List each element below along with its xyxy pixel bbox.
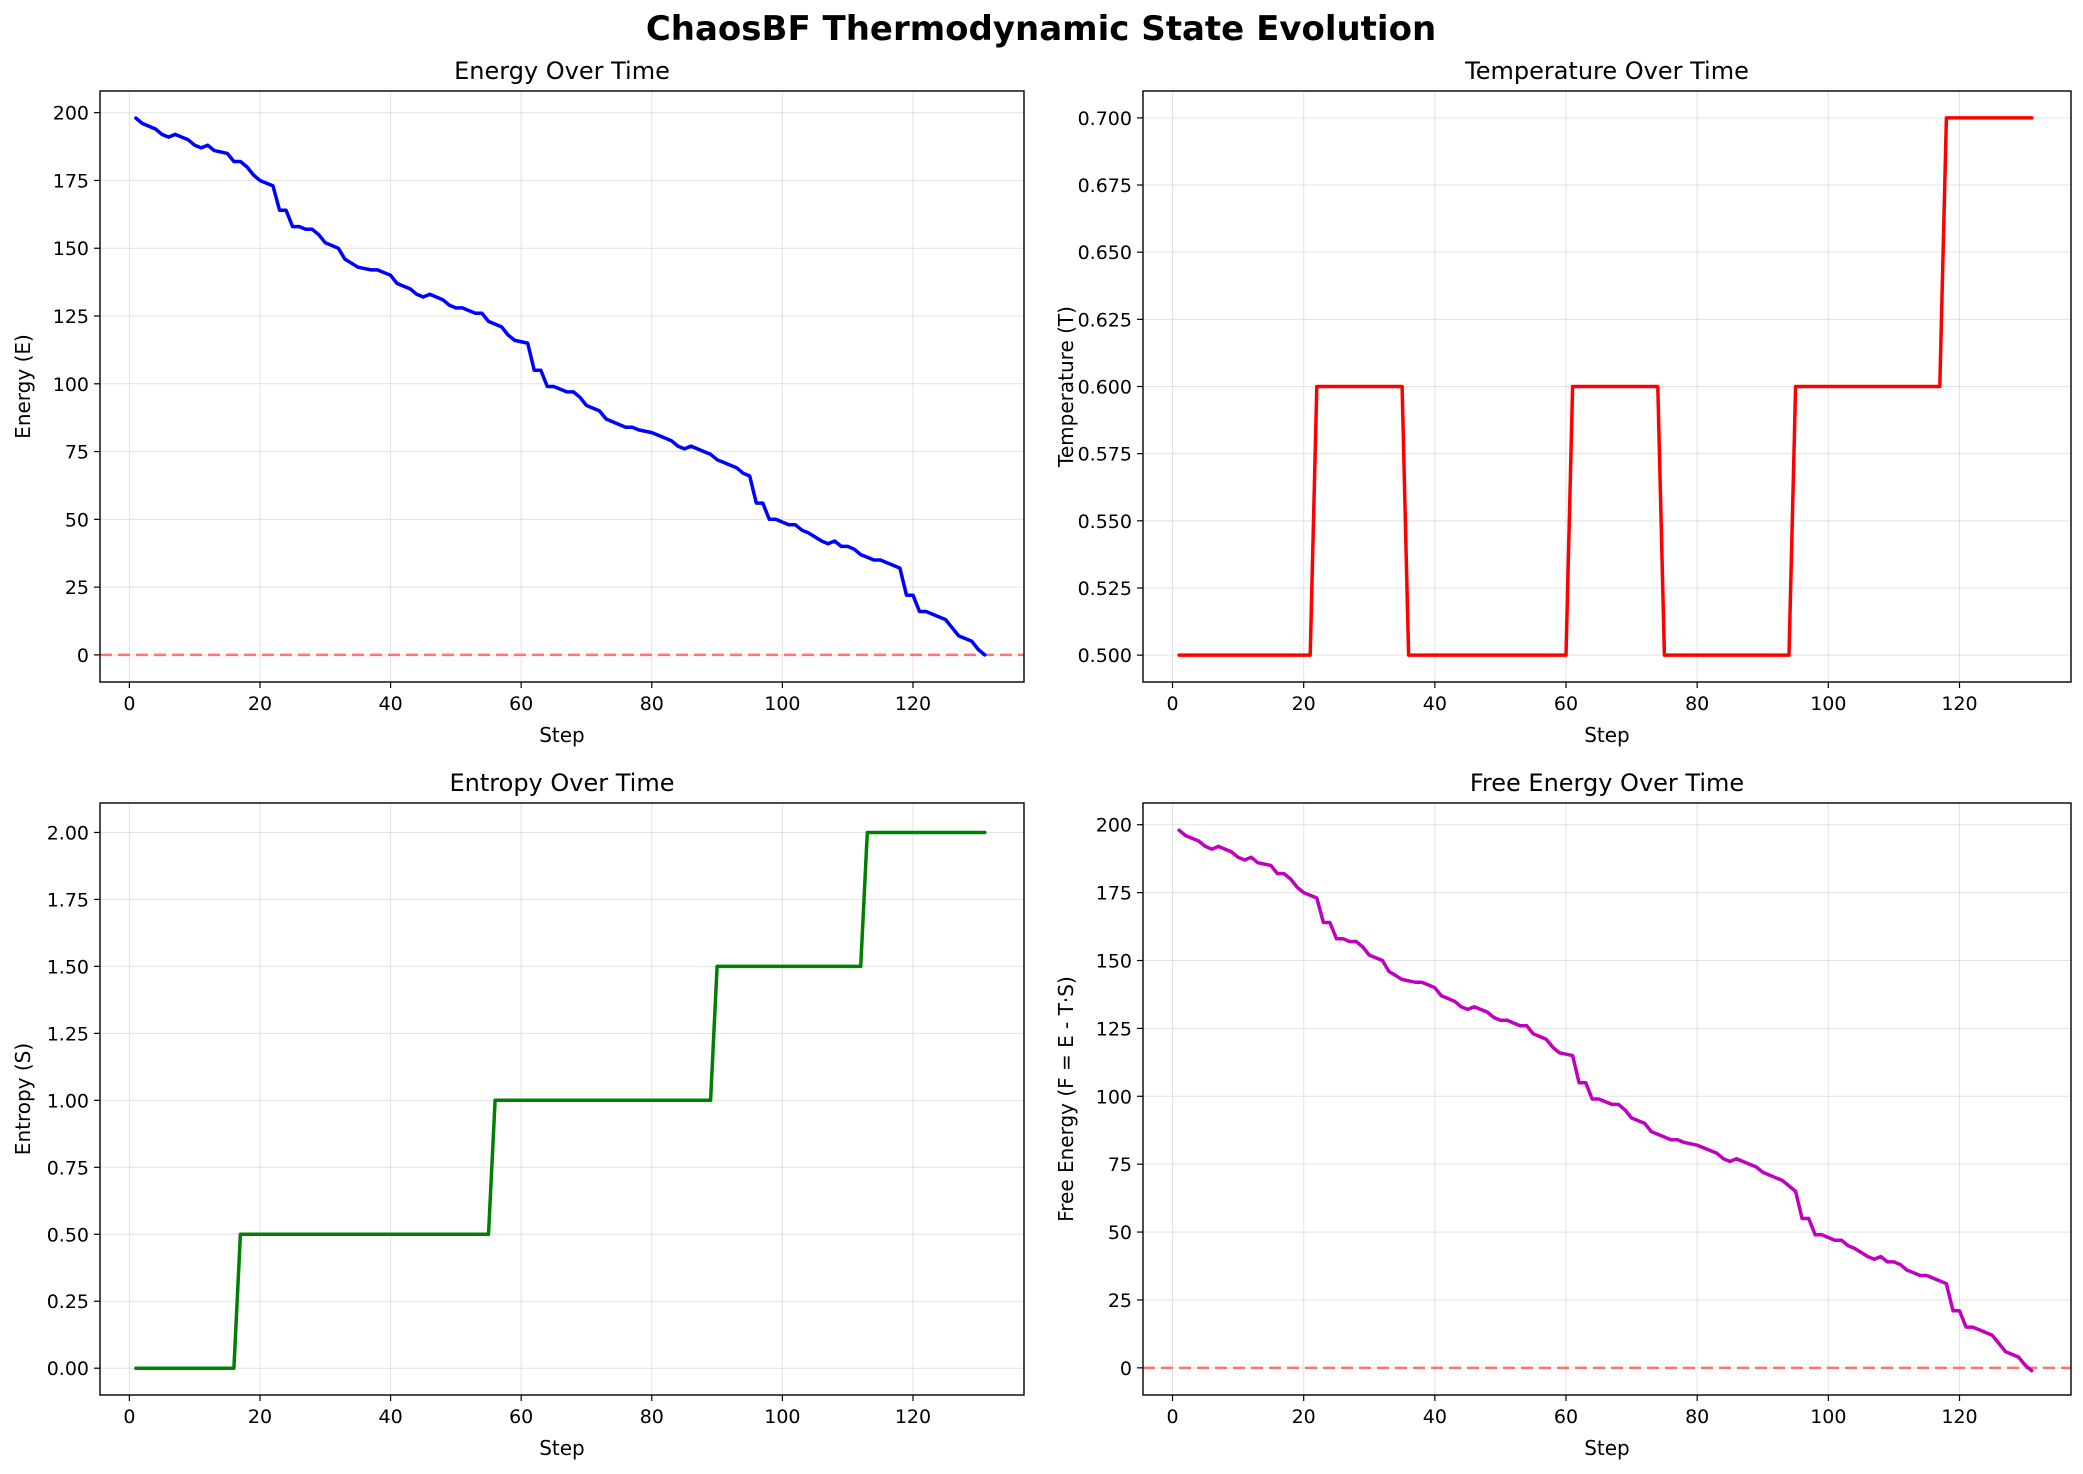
y-tick-label: 0.650 bbox=[1078, 242, 1132, 264]
y-tick-label: 0 bbox=[77, 645, 89, 667]
x-tick-label: 60 bbox=[1554, 1406, 1578, 1428]
x-tick-label: 60 bbox=[509, 1406, 533, 1428]
x-axis-label: Step bbox=[1584, 1436, 1630, 1460]
x-tick-label: 20 bbox=[248, 1406, 272, 1428]
y-tick-label: 0.525 bbox=[1078, 578, 1132, 600]
x-tick-label: 120 bbox=[1941, 693, 1977, 715]
y-tick-label: 150 bbox=[53, 238, 89, 260]
panel-entropy: 0 20 40 60 80 100 120 0.00 0.25 0.50 0.75 1.00 1.25 1… bbox=[11, 769, 1025, 1460]
x-tick-label: 0 bbox=[123, 1406, 135, 1428]
y-axis-label: Temperature (T) bbox=[1054, 306, 1078, 468]
y-tick-label: 50 bbox=[65, 509, 89, 531]
y-tick-label: 1.75 bbox=[47, 889, 89, 911]
y-tick-label: 0.700 bbox=[1078, 108, 1132, 130]
y-tick-label: 75 bbox=[1108, 1154, 1132, 1176]
x-tick-label: 120 bbox=[895, 1406, 931, 1428]
y-tick-label: 175 bbox=[1096, 883, 1132, 905]
panel-temperature: 0 20 40 60 80 100 120 0.500 0.525 0.550 0.575 0.600… bbox=[1054, 57, 2072, 747]
x-tick-label: 40 bbox=[1423, 693, 1447, 715]
y-tick-label: 25 bbox=[1108, 1290, 1132, 1312]
y-tick-label: 75 bbox=[65, 442, 89, 464]
y-tick-label: 50 bbox=[1108, 1222, 1132, 1244]
panel-title: Energy Over Time bbox=[454, 57, 670, 85]
y-tick-label: 0.600 bbox=[1078, 377, 1132, 399]
y-tick-label: 150 bbox=[1096, 951, 1132, 973]
x-tick-label: 0 bbox=[123, 693, 135, 715]
panel-title: Entropy Over Time bbox=[450, 769, 675, 797]
series-line bbox=[134, 116, 987, 657]
x-tick-label: 60 bbox=[1554, 693, 1578, 715]
y-tick-label: 1.25 bbox=[47, 1023, 89, 1045]
y-tick-label: 0.500 bbox=[1078, 645, 1132, 667]
x-tick-label: 20 bbox=[248, 693, 272, 715]
y-tick-label: 200 bbox=[1096, 815, 1132, 837]
y-axis-label: Energy (E) bbox=[11, 334, 35, 439]
y-tick-label: 0.675 bbox=[1078, 175, 1132, 197]
y-tick-label: 0.575 bbox=[1078, 444, 1132, 466]
y-tick-label: 0.550 bbox=[1078, 511, 1132, 533]
y-axis-label: Free Energy (F = E - T·S) bbox=[1054, 976, 1078, 1222]
x-axis-label: Step bbox=[539, 723, 585, 747]
x-tick-label: 60 bbox=[509, 693, 533, 715]
y-tick-label: 125 bbox=[1096, 1018, 1132, 1040]
x-tick-label: 80 bbox=[1685, 1406, 1709, 1428]
axes-frame bbox=[1142, 802, 2072, 1396]
y-tick-label: 0 bbox=[1120, 1358, 1132, 1380]
x-tick-label: 40 bbox=[378, 693, 402, 715]
panel-free-energy: 0 20 40 60 80 100 120 0 25 50 75 100 125 150 175 200 Fre… bbox=[1054, 769, 2072, 1460]
x-tick-label: 100 bbox=[1810, 1406, 1846, 1428]
x-tick-label: 0 bbox=[1166, 693, 1178, 715]
y-tick-label: 2.00 bbox=[47, 822, 89, 844]
series-line bbox=[134, 830, 987, 1370]
x-tick-label: 0 bbox=[1166, 1406, 1178, 1428]
x-tick-label: 80 bbox=[640, 1406, 664, 1428]
x-tick-label: 120 bbox=[895, 693, 931, 715]
y-tick-label: 100 bbox=[53, 374, 89, 396]
x-tick-label: 120 bbox=[1941, 1406, 1977, 1428]
x-tick-label: 80 bbox=[1685, 693, 1709, 715]
y-tick-label: 0.75 bbox=[47, 1157, 89, 1179]
y-tick-label: 1.50 bbox=[47, 956, 89, 978]
y-tick-label: 100 bbox=[1096, 1086, 1132, 1108]
x-axis-label: Step bbox=[1584, 723, 1630, 747]
x-tick-label: 40 bbox=[1423, 1406, 1447, 1428]
axes-frame bbox=[99, 802, 1025, 1396]
y-tick-label: 25 bbox=[65, 577, 89, 599]
axes-frame bbox=[99, 90, 1025, 683]
panel-energy: 0 20 40 60 80 100 120 0 25 50 75 100 125 150 175 200 Ene… bbox=[11, 57, 1025, 747]
x-tick-label: 100 bbox=[764, 1406, 800, 1428]
x-tick-label: 80 bbox=[640, 693, 664, 715]
figure-title: ChaosBF Thermodynamic State Evolution bbox=[646, 9, 1436, 49]
y-tick-label: 0.625 bbox=[1078, 309, 1132, 331]
y-tick-label: 0.00 bbox=[47, 1358, 89, 1380]
panel-title: Temperature Over Time bbox=[1464, 57, 1749, 85]
series-line bbox=[1177, 116, 2034, 657]
y-tick-label: 200 bbox=[53, 103, 89, 125]
x-axis-label: Step bbox=[539, 1436, 585, 1460]
y-tick-label: 0.50 bbox=[47, 1224, 89, 1246]
y-tick-label: 0.25 bbox=[47, 1291, 89, 1313]
y-tick-label: 175 bbox=[53, 170, 89, 192]
panel-title: Free Energy Over Time bbox=[1470, 769, 1744, 797]
x-tick-label: 100 bbox=[764, 693, 800, 715]
x-tick-label: 40 bbox=[378, 1406, 402, 1428]
series-line bbox=[1177, 828, 2034, 1373]
y-tick-label: 125 bbox=[53, 306, 89, 328]
x-tick-label: 100 bbox=[1810, 693, 1846, 715]
y-axis-label: Entropy (S) bbox=[11, 1043, 35, 1155]
y-tick-label: 1.00 bbox=[47, 1090, 89, 1112]
x-tick-label: 20 bbox=[1292, 1406, 1316, 1428]
x-tick-label: 20 bbox=[1292, 693, 1316, 715]
